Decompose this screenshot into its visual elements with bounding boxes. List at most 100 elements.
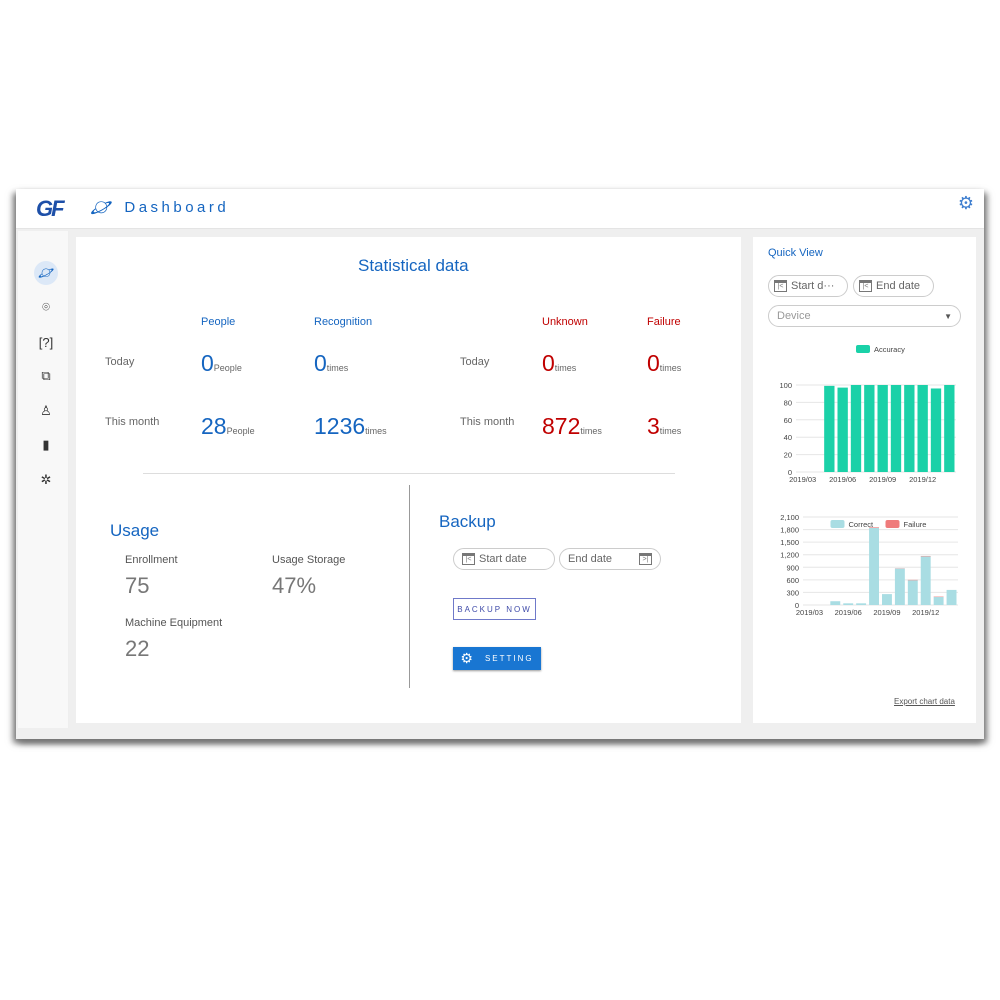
col-recognition: Recognition xyxy=(314,316,373,328)
page-title: 🪐︎ Dashboard xyxy=(90,197,229,218)
bar-correct xyxy=(894,568,905,605)
y-tick-label: 2,100 xyxy=(780,513,799,522)
bar-accuracy xyxy=(837,387,848,472)
row-month-label: This month xyxy=(105,416,160,428)
stats-title: Statistical data xyxy=(358,256,469,275)
bar-correct xyxy=(882,594,892,605)
vertical-divider xyxy=(409,485,410,688)
today-people: 0People xyxy=(201,350,242,376)
today-unknown: 0times xyxy=(542,350,577,376)
qv-end-placeholder: End date xyxy=(876,280,921,292)
x-tick-label: 2019/06 xyxy=(829,475,856,484)
y-tick-label: 1,500 xyxy=(780,538,799,547)
sidebar-item-user[interactable]: ♙ xyxy=(40,403,52,418)
settings-gear-icon[interactable]: ⚙ xyxy=(957,193,974,213)
x-tick-label: 2019/03 xyxy=(796,608,823,617)
y-tick-label: 0 xyxy=(795,601,799,610)
divider xyxy=(143,473,675,474)
device-select[interactable]: Device ▼ xyxy=(768,305,961,327)
month-recognition: 1236times xyxy=(314,413,387,439)
month-people: 28People xyxy=(201,413,255,439)
col-people: People xyxy=(201,316,236,328)
app-window: GF 🪐︎ Dashboard ⚙ 🪐︎ ⌾ [?] ⧉ ♙ ▮ ✲ Stati… xyxy=(16,189,984,739)
logo: GF xyxy=(36,196,65,221)
sidebar-item-unknown-face[interactable]: [?] xyxy=(38,334,54,350)
x-tick-label: 2019/12 xyxy=(909,475,936,484)
calendar-start-icon: |< xyxy=(774,280,787,292)
bar-accuracy xyxy=(877,385,888,472)
calendar-end-icon: |< xyxy=(859,280,872,292)
y-tick-label: 40 xyxy=(784,433,792,442)
bar-correct xyxy=(830,601,841,605)
legend-label: Accuracy xyxy=(874,345,905,354)
today-recognition: 0times xyxy=(314,350,349,376)
gear-icon: ⚙ xyxy=(460,650,475,666)
legend-label: Failure xyxy=(904,520,927,529)
col-unknown: Unknown xyxy=(542,316,588,328)
sidebar-item-settings[interactable]: ✲ xyxy=(40,472,52,487)
y-tick-label: 1,200 xyxy=(780,551,799,560)
col-failure: Failure xyxy=(647,316,681,328)
y-tick-label: 20 xyxy=(784,451,792,460)
machine-label: Machine Equipment xyxy=(125,617,223,629)
bar-correct xyxy=(856,603,867,605)
y-tick-label: 600 xyxy=(786,576,799,585)
y-tick-label: 0 xyxy=(788,468,792,477)
accuracy-chart: Accuracy 0 20 40 60 80 100 2019/03 2019/06 2019/0… xyxy=(779,345,956,484)
enrollment-value: 75 xyxy=(125,573,150,598)
bar-accuracy xyxy=(850,385,862,472)
bar-accuracy xyxy=(944,385,955,472)
backup-title: Backup xyxy=(439,512,496,531)
bar-correct xyxy=(933,597,944,605)
sidebar-item-dashboard[interactable]: 🪐︎ xyxy=(34,261,58,285)
y-tick-label: 1,800 xyxy=(780,526,799,535)
enrollment-label: Enrollment xyxy=(125,554,178,566)
bar-accuracy xyxy=(917,385,928,472)
export-chart-link[interactable]: Export chart data xyxy=(894,697,955,706)
storage-value: 47% xyxy=(272,573,317,598)
y-tick-label: 100 xyxy=(779,381,792,390)
y-tick-label: 900 xyxy=(786,563,799,572)
bar-accuracy xyxy=(824,385,835,472)
qv-start-date[interactable]: |< Start d··· xyxy=(768,275,848,297)
setting-label: SETTING xyxy=(484,654,534,663)
x-tick-label: 2019/06 xyxy=(835,608,862,617)
today-failure: 0times xyxy=(647,350,682,376)
bar-accuracy xyxy=(904,385,915,472)
bar-accuracy xyxy=(890,385,902,472)
storage-label: Usage Storage xyxy=(272,554,346,566)
sidebar-item-device[interactable]: ▮ xyxy=(42,437,50,452)
sidebar-item-face-scan[interactable]: ⌾ xyxy=(42,299,50,314)
end-date-placeholder: End date xyxy=(568,553,613,565)
qv-end-date[interactable]: |< End date xyxy=(853,275,934,297)
month-failure: 3times xyxy=(647,413,682,439)
calendar-end-icon: >| xyxy=(639,553,652,565)
backup-start-date[interactable]: |< Start date xyxy=(453,548,555,570)
bar-correct xyxy=(907,580,918,605)
legend-swatch xyxy=(830,520,845,528)
legend-label: Correct xyxy=(849,520,875,529)
y-tick-label: 300 xyxy=(786,588,799,597)
bar-correct xyxy=(843,603,854,605)
qv-start-placeholder: Start d··· xyxy=(791,280,835,292)
main-panel: Statistical data People Recognition Unkn… xyxy=(76,237,741,723)
header: GF 🪐︎ Dashboard ⚙ xyxy=(16,189,984,229)
y-tick-label: 60 xyxy=(784,416,792,425)
x-tick-label: 2019/12 xyxy=(912,608,939,617)
row-today-label: Today xyxy=(105,356,135,368)
setting-button[interactable]: ⚙ SETTING xyxy=(453,647,541,670)
planet-icon: 🪐︎ xyxy=(90,197,117,217)
backup-end-date[interactable]: End date >| xyxy=(559,548,661,570)
quick-view-title: Quick View xyxy=(768,247,823,259)
machine-value: 22 xyxy=(125,636,150,661)
x-tick-label: 2019/09 xyxy=(869,475,896,484)
bar-correct xyxy=(946,589,957,605)
start-date-placeholder: Start date xyxy=(479,553,527,565)
sidebar-item-report[interactable]: ⧉ xyxy=(41,368,51,383)
month-unknown: 872times xyxy=(542,413,602,439)
sidebar: 🪐︎ ⌾ [?] ⧉ ♙ ▮ ✲ xyxy=(18,231,69,728)
y-tick-label: 80 xyxy=(784,398,792,407)
bar-correct xyxy=(920,556,931,605)
backup-now-button[interactable]: BACKUP NOW xyxy=(453,598,536,620)
quick-view-panel: Quick View |< Start d··· |< End date Devic… xyxy=(753,237,976,723)
